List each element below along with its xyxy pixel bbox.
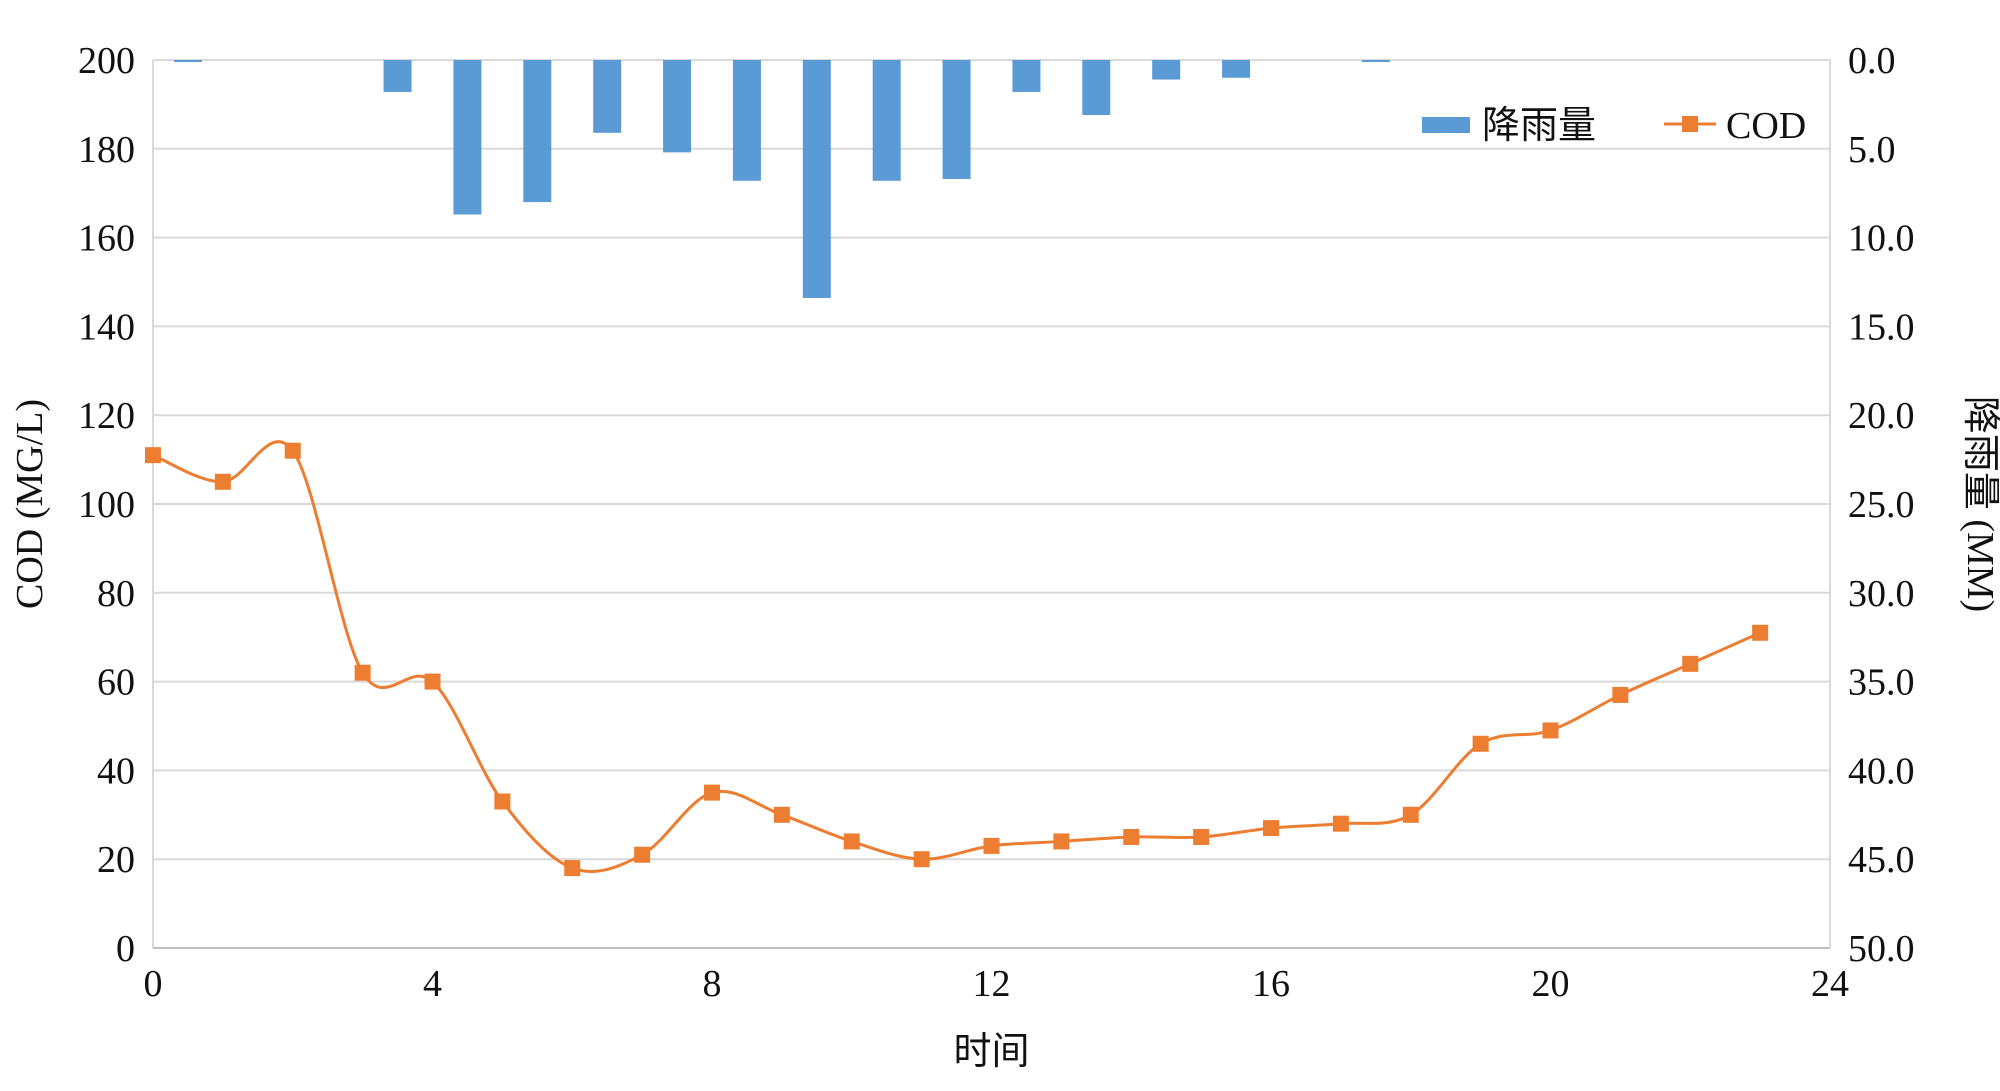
x-tick-label: 4 bbox=[423, 963, 442, 1005]
cod-point-marker bbox=[1612, 686, 1629, 703]
y-right-axis-title: 降雨量 (MM) bbox=[1959, 396, 2000, 612]
rainfall-bar bbox=[732, 60, 761, 181]
y-left-tick-label: 160 bbox=[78, 218, 135, 260]
y-right-tick-label: 35.0 bbox=[1848, 662, 1915, 704]
cod-point-marker bbox=[284, 442, 301, 459]
rainfall-bar bbox=[1361, 60, 1390, 62]
cod-point-marker bbox=[494, 793, 511, 810]
axes bbox=[152, 60, 1831, 949]
rainfall-bar bbox=[802, 60, 831, 298]
cod-point-marker bbox=[354, 664, 371, 681]
cod-point-marker bbox=[1123, 829, 1140, 845]
cod-point-marker bbox=[1053, 833, 1070, 850]
y-left-tick-label: 40 bbox=[97, 750, 135, 792]
cod-point-marker bbox=[704, 784, 720, 801]
y-left-tick-label: 140 bbox=[78, 306, 135, 348]
x-tick-label: 0 bbox=[144, 963, 163, 1005]
y-left-tick-label: 200 bbox=[78, 40, 135, 82]
x-tick-label: 8 bbox=[703, 963, 722, 1005]
legend-rainfall-swatch bbox=[1422, 117, 1470, 133]
y-right-tick-label: 45.0 bbox=[1848, 839, 1915, 881]
cod-point-marker bbox=[1402, 806, 1419, 823]
rainfall-bar bbox=[1082, 60, 1111, 116]
y-right-tick-label: 5.0 bbox=[1848, 129, 1896, 171]
axis-titles: 时间 COD (MG/L) 降雨量 (MM) bbox=[9, 396, 2000, 1073]
cod-point-marker bbox=[843, 833, 860, 850]
cod-point-marker bbox=[564, 860, 581, 877]
x-axis-title: 时间 bbox=[953, 1031, 1029, 1073]
rainfall-bar bbox=[523, 60, 552, 203]
cod-point-marker bbox=[634, 846, 651, 863]
cod-point-marker bbox=[424, 673, 441, 690]
y-right-tick-label: 50.0 bbox=[1848, 928, 1915, 970]
cod-line-path bbox=[152, 440, 1761, 873]
cod-point-marker bbox=[1332, 815, 1349, 832]
rainfall-bar bbox=[1152, 60, 1181, 80]
x-tick-label: 24 bbox=[1811, 963, 1849, 1005]
cod-point-marker bbox=[1263, 820, 1279, 837]
x-tick-label: 16 bbox=[1252, 963, 1290, 1005]
y-left-tick-label: 80 bbox=[97, 573, 135, 615]
legend-cod-marker bbox=[1682, 116, 1698, 132]
legend-rainfall-label: 降雨量 bbox=[1482, 105, 1596, 147]
rainfall-bar bbox=[942, 60, 971, 179]
y-left-tick-label: 0 bbox=[116, 928, 135, 970]
y-left-tick-label: 20 bbox=[97, 839, 135, 881]
cod-line bbox=[145, 440, 1769, 877]
y-right-tick-label: 0.0 bbox=[1848, 40, 1896, 82]
rainfall-bar bbox=[173, 60, 202, 62]
legend-cod-label: COD bbox=[1726, 105, 1806, 147]
cod-point-marker bbox=[983, 837, 1000, 854]
cod-point-marker bbox=[1472, 735, 1489, 752]
y-right-tick-label: 15.0 bbox=[1848, 306, 1915, 348]
cod-point-marker bbox=[1193, 829, 1210, 845]
gridlines bbox=[153, 59, 1830, 949]
x-tick-label: 12 bbox=[973, 963, 1011, 1005]
cod-point-marker bbox=[145, 447, 161, 464]
cod-point-marker bbox=[773, 806, 790, 823]
rainfall-bar bbox=[872, 60, 901, 181]
y-left-axis-title: COD (MG/L) bbox=[9, 399, 51, 609]
rainfall-bar bbox=[1012, 60, 1041, 92]
y-right-tick-label: 20.0 bbox=[1848, 395, 1915, 437]
cod-point-marker bbox=[913, 851, 930, 868]
y-left-tick-label: 60 bbox=[97, 662, 135, 704]
y-right-tick-label: 30.0 bbox=[1848, 573, 1915, 615]
rainfall-bar bbox=[453, 60, 482, 215]
cod-point-marker bbox=[1542, 722, 1559, 739]
y-left-tick-label: 180 bbox=[78, 129, 135, 171]
legend: 降雨量 COD bbox=[1422, 105, 1806, 147]
cod-point-marker bbox=[1752, 624, 1769, 641]
rainfall-bar bbox=[663, 60, 692, 153]
rainfall-bars bbox=[173, 60, 1390, 298]
rainfall-bar bbox=[593, 60, 622, 133]
rainfall-bar bbox=[1222, 60, 1251, 78]
y-right-tick-label: 40.0 bbox=[1848, 750, 1915, 792]
y-left-tick-label: 120 bbox=[78, 395, 135, 437]
rainfall-bar bbox=[383, 60, 412, 92]
y-right-tick-label: 10.0 bbox=[1848, 218, 1915, 260]
y-left-tick-label: 100 bbox=[78, 484, 135, 526]
cod-point-marker bbox=[214, 473, 231, 490]
cod-point-marker bbox=[1682, 655, 1699, 672]
x-tick-label: 20 bbox=[1532, 963, 1570, 1005]
y-right-tick-label: 25.0 bbox=[1848, 484, 1915, 526]
